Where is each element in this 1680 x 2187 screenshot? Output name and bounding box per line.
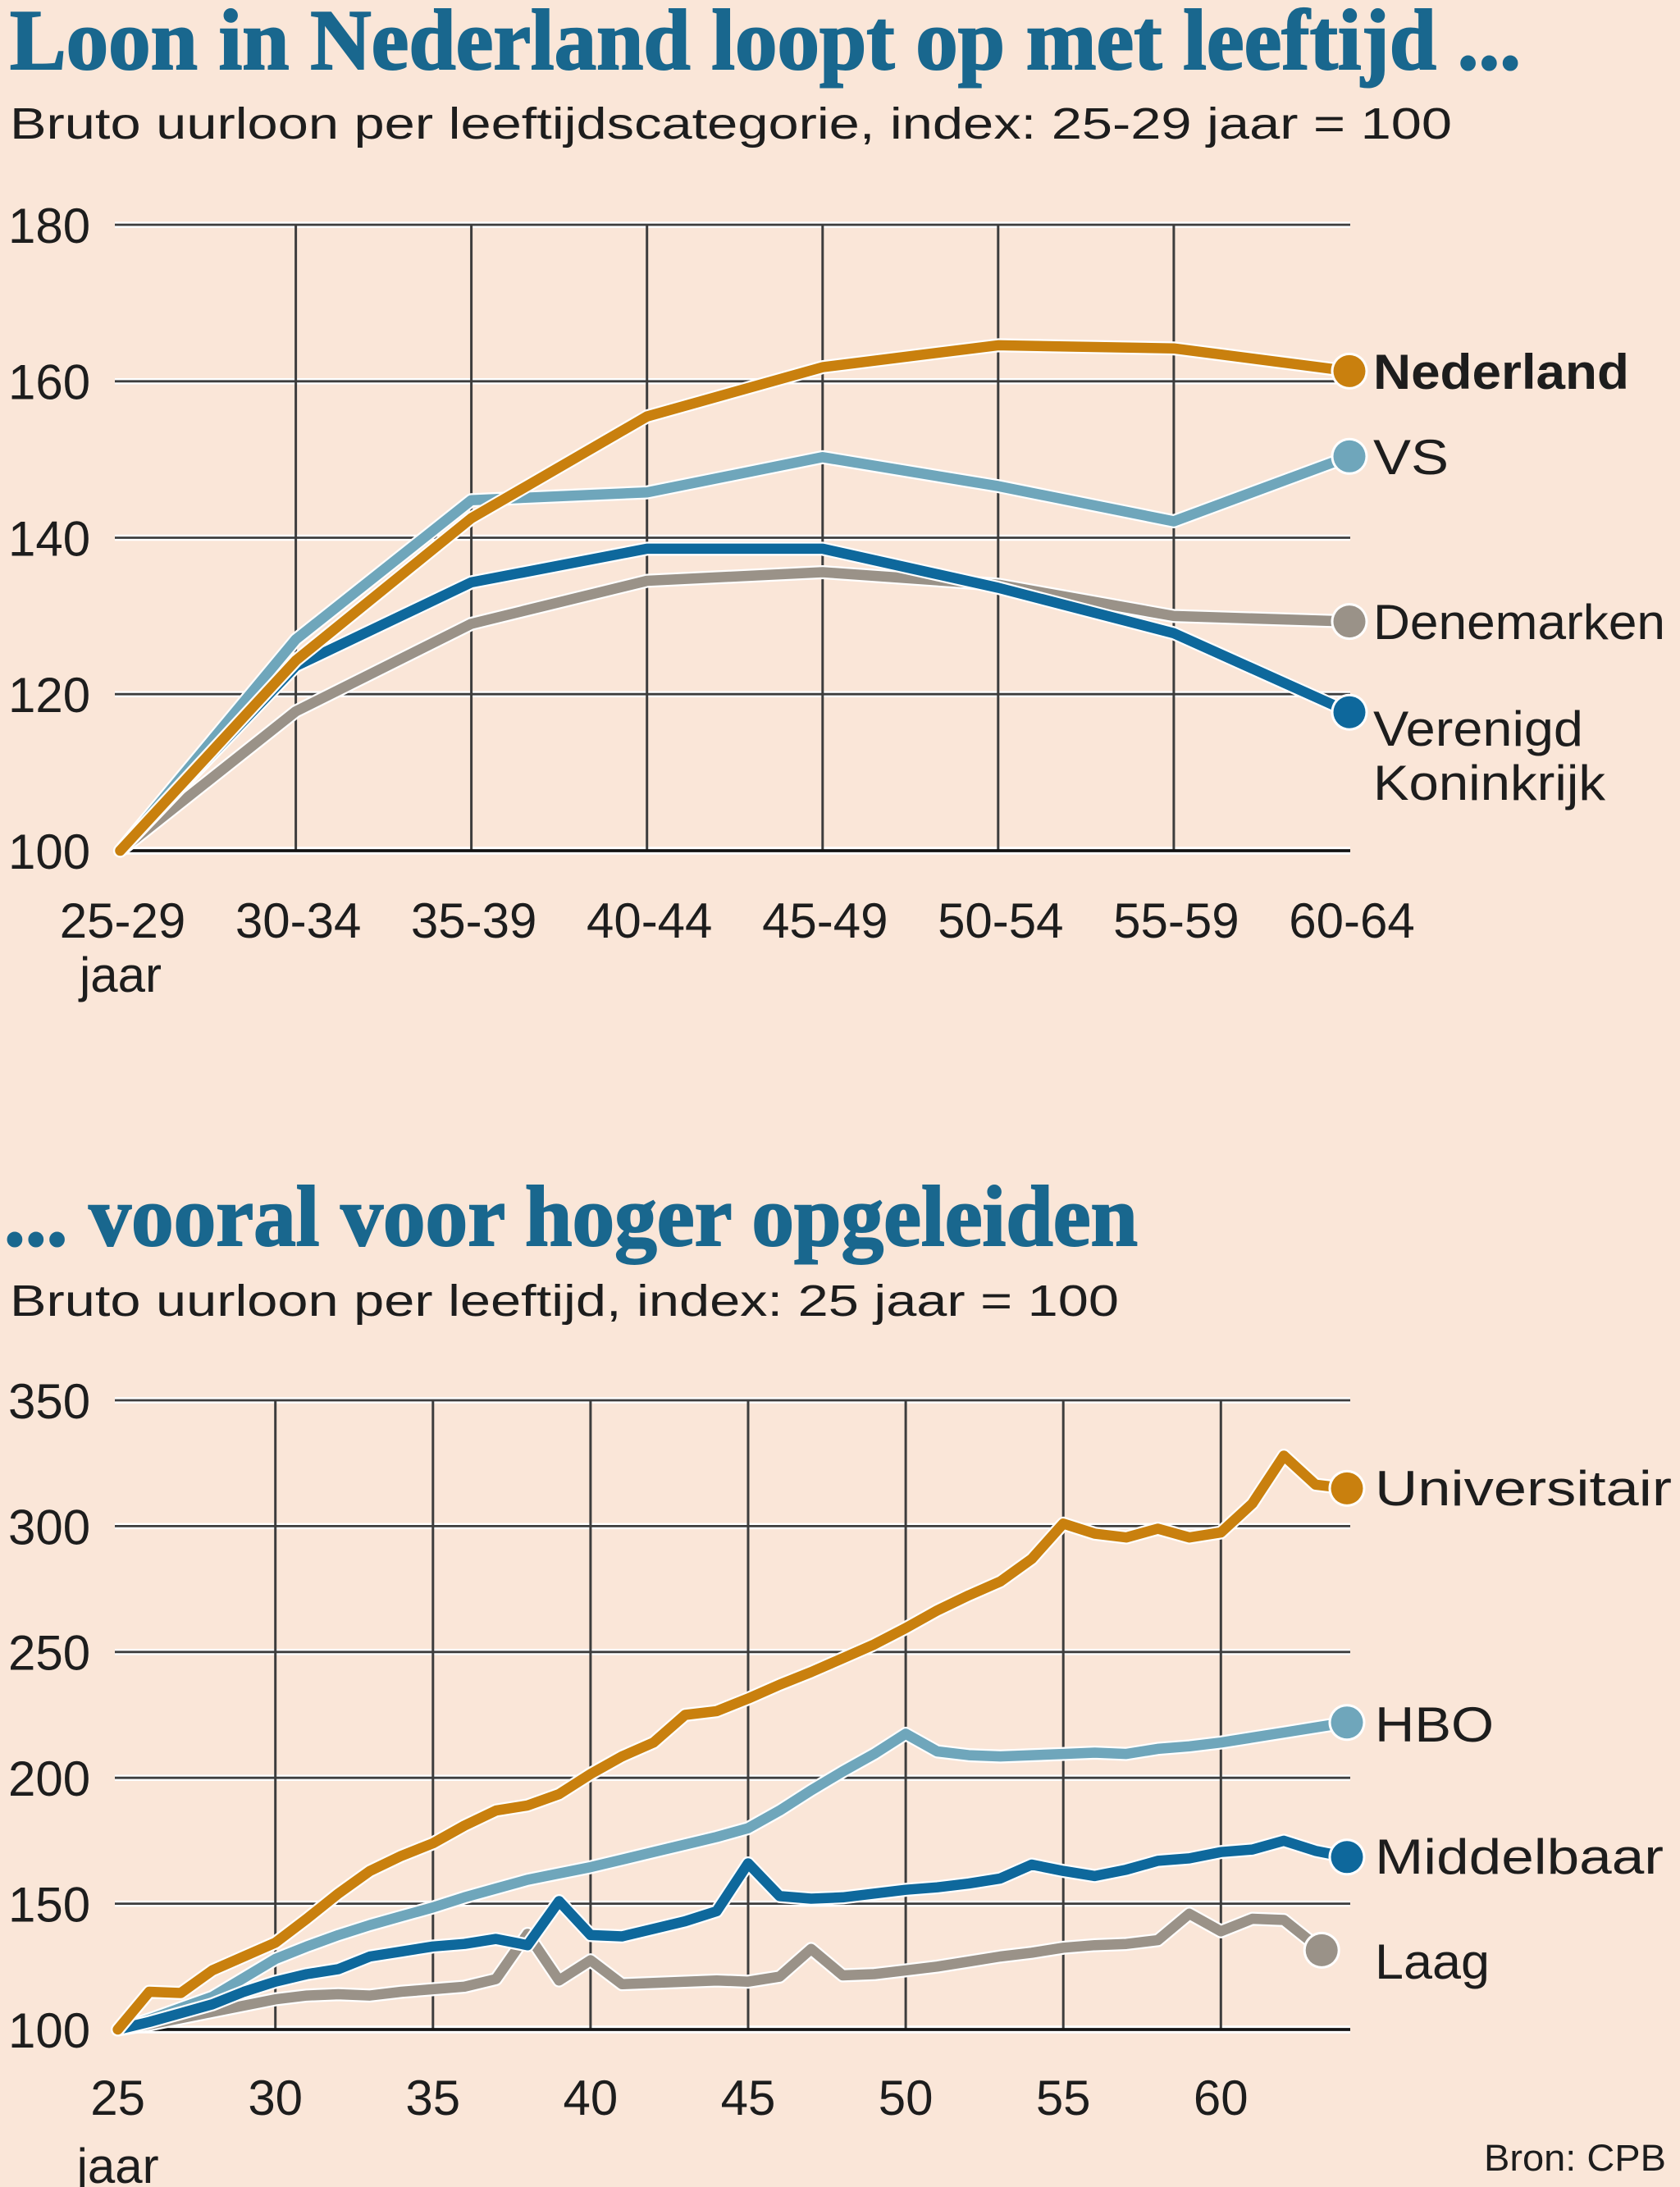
svg-text:Verenigd: Verenigd bbox=[1373, 701, 1583, 756]
svg-text:Laag: Laag bbox=[1375, 1934, 1490, 1989]
svg-text:Middelbaar: Middelbaar bbox=[1375, 1829, 1664, 1884]
svg-text:30: 30 bbox=[248, 2071, 303, 2125]
svg-text:45: 45 bbox=[721, 2071, 776, 2125]
svg-text:140: 140 bbox=[8, 511, 90, 566]
svg-text:... vooral voor hoger opgeleid: ... vooral voor hoger opgeleiden bbox=[4, 1168, 1138, 1264]
svg-text:Koninkrijk: Koninkrijk bbox=[1373, 756, 1606, 810]
svg-text:250: 250 bbox=[8, 1626, 90, 1681]
svg-text:150: 150 bbox=[8, 1878, 90, 1933]
svg-text:55: 55 bbox=[1036, 2071, 1091, 2125]
svg-text:25-29: 25-29 bbox=[60, 893, 185, 948]
svg-text:Bruto uurloon per leeftijd, in: Bruto uurloon per leeftijd, index: 25 ja… bbox=[10, 1276, 1119, 1326]
svg-text:35-39: 35-39 bbox=[411, 893, 536, 948]
svg-text:180: 180 bbox=[8, 199, 90, 253]
svg-text:40-44: 40-44 bbox=[587, 893, 712, 948]
svg-text:Denemarken: Denemarken bbox=[1373, 595, 1665, 650]
svg-text:jaar: jaar bbox=[78, 947, 162, 1002]
svg-text:50-54: 50-54 bbox=[938, 893, 1063, 948]
svg-text:100: 100 bbox=[8, 2003, 90, 2058]
svg-text:50: 50 bbox=[879, 2071, 934, 2125]
svg-text:Loon in Nederland loopt op met: Loon in Nederland loopt op met leeftijd … bbox=[10, 0, 1521, 88]
svg-text:200: 200 bbox=[8, 1751, 90, 1806]
svg-text:60: 60 bbox=[1194, 2071, 1249, 2125]
svg-text:35: 35 bbox=[405, 2071, 460, 2125]
svg-text:Nederland: Nederland bbox=[1373, 345, 1629, 400]
svg-text:Bron: CPB: Bron: CPB bbox=[1484, 2137, 1666, 2179]
svg-text:300: 300 bbox=[8, 1500, 90, 1555]
svg-text:Bruto uurloon per leeftijdscat: Bruto uurloon per leeftijdscategorie, in… bbox=[10, 99, 1452, 148]
svg-text:VS: VS bbox=[1373, 430, 1449, 485]
svg-text:160: 160 bbox=[8, 355, 90, 410]
svg-text:jaar: jaar bbox=[75, 2139, 159, 2187]
svg-text:40: 40 bbox=[564, 2071, 619, 2125]
svg-text:55-59: 55-59 bbox=[1113, 893, 1239, 948]
svg-text:HBO: HBO bbox=[1375, 1697, 1494, 1752]
svg-text:Universitair: Universitair bbox=[1375, 1461, 1672, 1516]
svg-text:60-64: 60-64 bbox=[1289, 893, 1414, 948]
svg-text:45-49: 45-49 bbox=[762, 893, 888, 948]
svg-text:120: 120 bbox=[8, 668, 90, 723]
svg-text:350: 350 bbox=[8, 1374, 90, 1429]
svg-text:30-34: 30-34 bbox=[235, 893, 361, 948]
svg-text:100: 100 bbox=[8, 824, 90, 879]
svg-text:25: 25 bbox=[90, 2071, 145, 2125]
